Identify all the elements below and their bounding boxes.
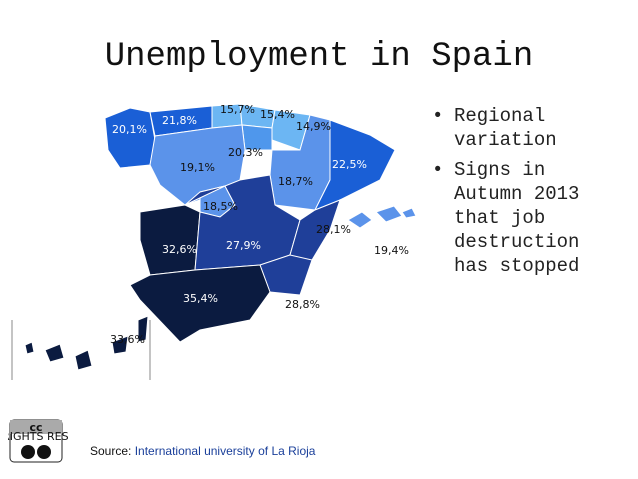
badge-icon [37, 445, 51, 459]
region [313, 119, 396, 211]
region-label: 28,1% [316, 223, 351, 236]
source-prefix: Source: [90, 444, 132, 458]
bullet-list: Regional variation Signs in Autumn 2013 t… [422, 104, 582, 284]
region-label: 28,8% [285, 298, 320, 311]
region [44, 343, 65, 363]
region-label: 20,3% [228, 146, 263, 159]
region [271, 109, 311, 151]
source-link[interactable]: International university of La Rioja [134, 444, 316, 458]
region [111, 335, 129, 355]
bullet: Regional variation [422, 104, 582, 152]
region [139, 204, 201, 276]
region [347, 211, 373, 229]
region [74, 349, 93, 371]
region [24, 341, 35, 355]
region-label: 20,1% [112, 123, 147, 136]
region [137, 315, 149, 343]
region-label: 32,6% [162, 243, 197, 256]
region [401, 207, 417, 219]
license-badge: cc SOME RIGHTS RESERVED [8, 419, 68, 463]
region-label: 22,5% [332, 158, 367, 171]
badge-icon [21, 445, 35, 459]
region-label: 19,1% [180, 161, 215, 174]
region [375, 205, 403, 223]
region [129, 264, 271, 343]
badge-band [10, 420, 62, 434]
region [259, 254, 313, 296]
slide-title: Unemployment in Spain [104, 38, 534, 76]
region-label: 18,5% [203, 200, 238, 213]
region-label: 19,4% [374, 244, 409, 257]
badge-text: SOME RIGHTS RESERVED [8, 430, 68, 443]
region-label: 21,8% [162, 114, 197, 127]
source: Source: International university of La R… [90, 444, 315, 458]
region-label: 18,7% [278, 175, 313, 188]
badge-logo: cc [29, 421, 42, 434]
region-label: 14,9% [296, 120, 331, 133]
region-label: 35,4% [183, 292, 218, 305]
bullet: Signs in Autumn 2013 that job destructio… [422, 158, 582, 278]
region-label: 15,4% [260, 108, 295, 121]
region-label: 27,9% [226, 239, 261, 252]
region-label: 15,7% [220, 103, 255, 116]
region-labels: 20,1% 21,8% 15,7% 15,4%14,9% 20,3% 19,1% 22,5%… [110, 103, 409, 346]
region-label: 33,6% [110, 333, 145, 346]
region [104, 107, 156, 169]
regions [11, 103, 417, 380]
